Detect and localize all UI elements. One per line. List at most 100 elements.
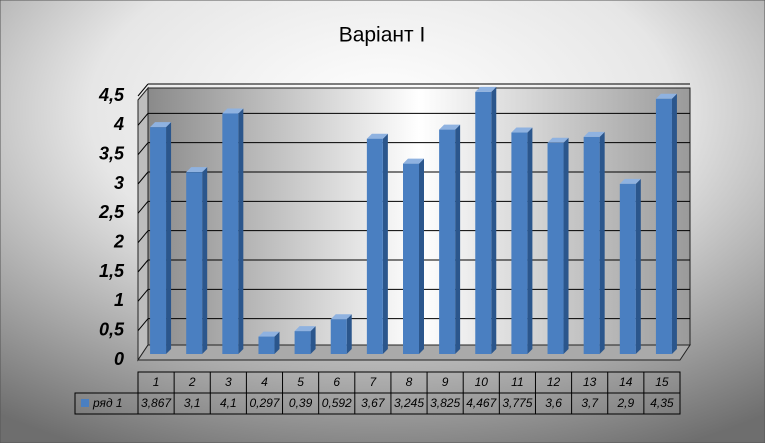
- bar-top: [330, 314, 352, 320]
- y-tick-label: 0: [114, 349, 124, 369]
- x-tick-label: 5: [297, 375, 304, 389]
- data-label: 4,1: [220, 396, 237, 410]
- data-table: ряд 1: [74, 371, 681, 415]
- bar-side: [491, 86, 497, 354]
- bar-side: [382, 133, 388, 354]
- chart-title: Варіант І: [339, 24, 426, 47]
- bar: [186, 172, 203, 354]
- bar: [439, 129, 456, 354]
- data-label: 4,467: [466, 396, 497, 410]
- bar-top: [655, 93, 677, 99]
- y-tick-label: 3: [114, 173, 124, 193]
- bar-top: [150, 122, 172, 128]
- y-tick-label: 4: [113, 114, 124, 134]
- bar-side: [527, 127, 533, 355]
- bar-top: [403, 158, 424, 164]
- bar-side: [238, 108, 244, 354]
- x-tick-label: 13: [583, 375, 597, 389]
- x-tick-label: 9: [442, 375, 449, 389]
- bar: [403, 163, 419, 354]
- y-tick-label: 4,5: [98, 85, 125, 105]
- x-tick-label: 3: [225, 375, 232, 389]
- bar-top: [583, 131, 605, 137]
- bar: [366, 138, 383, 354]
- bar: [583, 136, 600, 354]
- bar: [294, 331, 311, 354]
- bar-side: [202, 167, 208, 354]
- y-tick-label: 0,5: [99, 319, 125, 339]
- x-tick-label: 14: [619, 375, 633, 389]
- x-tick-label: 7: [370, 375, 378, 389]
- bar: [547, 142, 564, 354]
- grid-line-side: [137, 113, 149, 126]
- bar: [655, 98, 672, 354]
- x-tick-label: 10: [475, 375, 489, 389]
- data-label: 3,775: [502, 396, 532, 410]
- bar-side: [599, 131, 605, 354]
- x-tick-label: 4: [261, 375, 268, 389]
- bar-top: [475, 86, 497, 92]
- grid-line-side: [137, 289, 149, 302]
- bar: [150, 127, 167, 354]
- bar-top: [619, 178, 641, 184]
- bar-top: [294, 326, 316, 332]
- bar-side: [563, 137, 569, 354]
- bar: [619, 183, 636, 354]
- bar-top: [511, 127, 533, 133]
- data-label: 2,9: [616, 396, 634, 410]
- bar-top: [547, 137, 569, 143]
- side-wall: [137, 86, 149, 362]
- data-label: 3,867: [141, 396, 172, 410]
- data-label: 3,6: [545, 396, 562, 410]
- bar-side: [635, 178, 641, 354]
- y-tick-label: 2,5: [98, 202, 125, 222]
- bar-top: [258, 331, 280, 337]
- bar-side: [455, 124, 461, 354]
- bar-top: [222, 108, 244, 114]
- data-label: 3,825: [430, 396, 460, 410]
- bar: [258, 336, 275, 354]
- bar-top: [439, 124, 461, 130]
- data-label: 4,35: [650, 396, 674, 410]
- y-tick-label: 1: [114, 290, 124, 310]
- bar-side: [346, 314, 352, 354]
- x-tick-label: 2: [188, 375, 196, 389]
- data-label: 3,7: [581, 396, 599, 410]
- bar-side: [274, 331, 280, 354]
- grid-line-side: [137, 83, 149, 97]
- grid-line-side: [137, 318, 149, 331]
- grid-line-side: [137, 230, 149, 243]
- x-tick-label: 8: [406, 375, 413, 389]
- grid-line-side: [137, 201, 149, 214]
- bar: [511, 132, 528, 354]
- data-label: 3,1: [184, 396, 201, 410]
- x-tick-label: 6: [333, 375, 340, 389]
- bar-side: [310, 326, 316, 354]
- bar: [330, 319, 347, 354]
- data-label: 3,245: [394, 396, 424, 410]
- bar-side: [166, 122, 172, 354]
- grid-line-side: [137, 142, 149, 155]
- bar-top: [186, 167, 208, 173]
- legend-cell: [74, 392, 139, 415]
- data-label: 3,67: [361, 396, 386, 410]
- data-label: 0,39: [289, 396, 313, 410]
- bar: [475, 91, 492, 354]
- bar: [222, 113, 239, 354]
- bar-side: [419, 158, 424, 354]
- x-tick-label: 11: [511, 375, 523, 389]
- y-tick-label: 2: [113, 231, 124, 251]
- bar-top: [366, 133, 388, 139]
- y-tick-label: 3,5: [99, 143, 125, 163]
- data-label: 0,297: [249, 396, 280, 410]
- legend-label: ряд 1: [92, 396, 123, 410]
- grid-line-side: [137, 259, 149, 273]
- grid-line-side: [137, 171, 149, 185]
- legend-swatch: [81, 399, 89, 407]
- x-tick-label: 12: [547, 375, 561, 389]
- data-label: 0,592: [322, 396, 352, 410]
- bar-side: [671, 93, 677, 355]
- x-tick-label: 1: [153, 375, 160, 389]
- y-tick-label: 1,5: [99, 261, 125, 281]
